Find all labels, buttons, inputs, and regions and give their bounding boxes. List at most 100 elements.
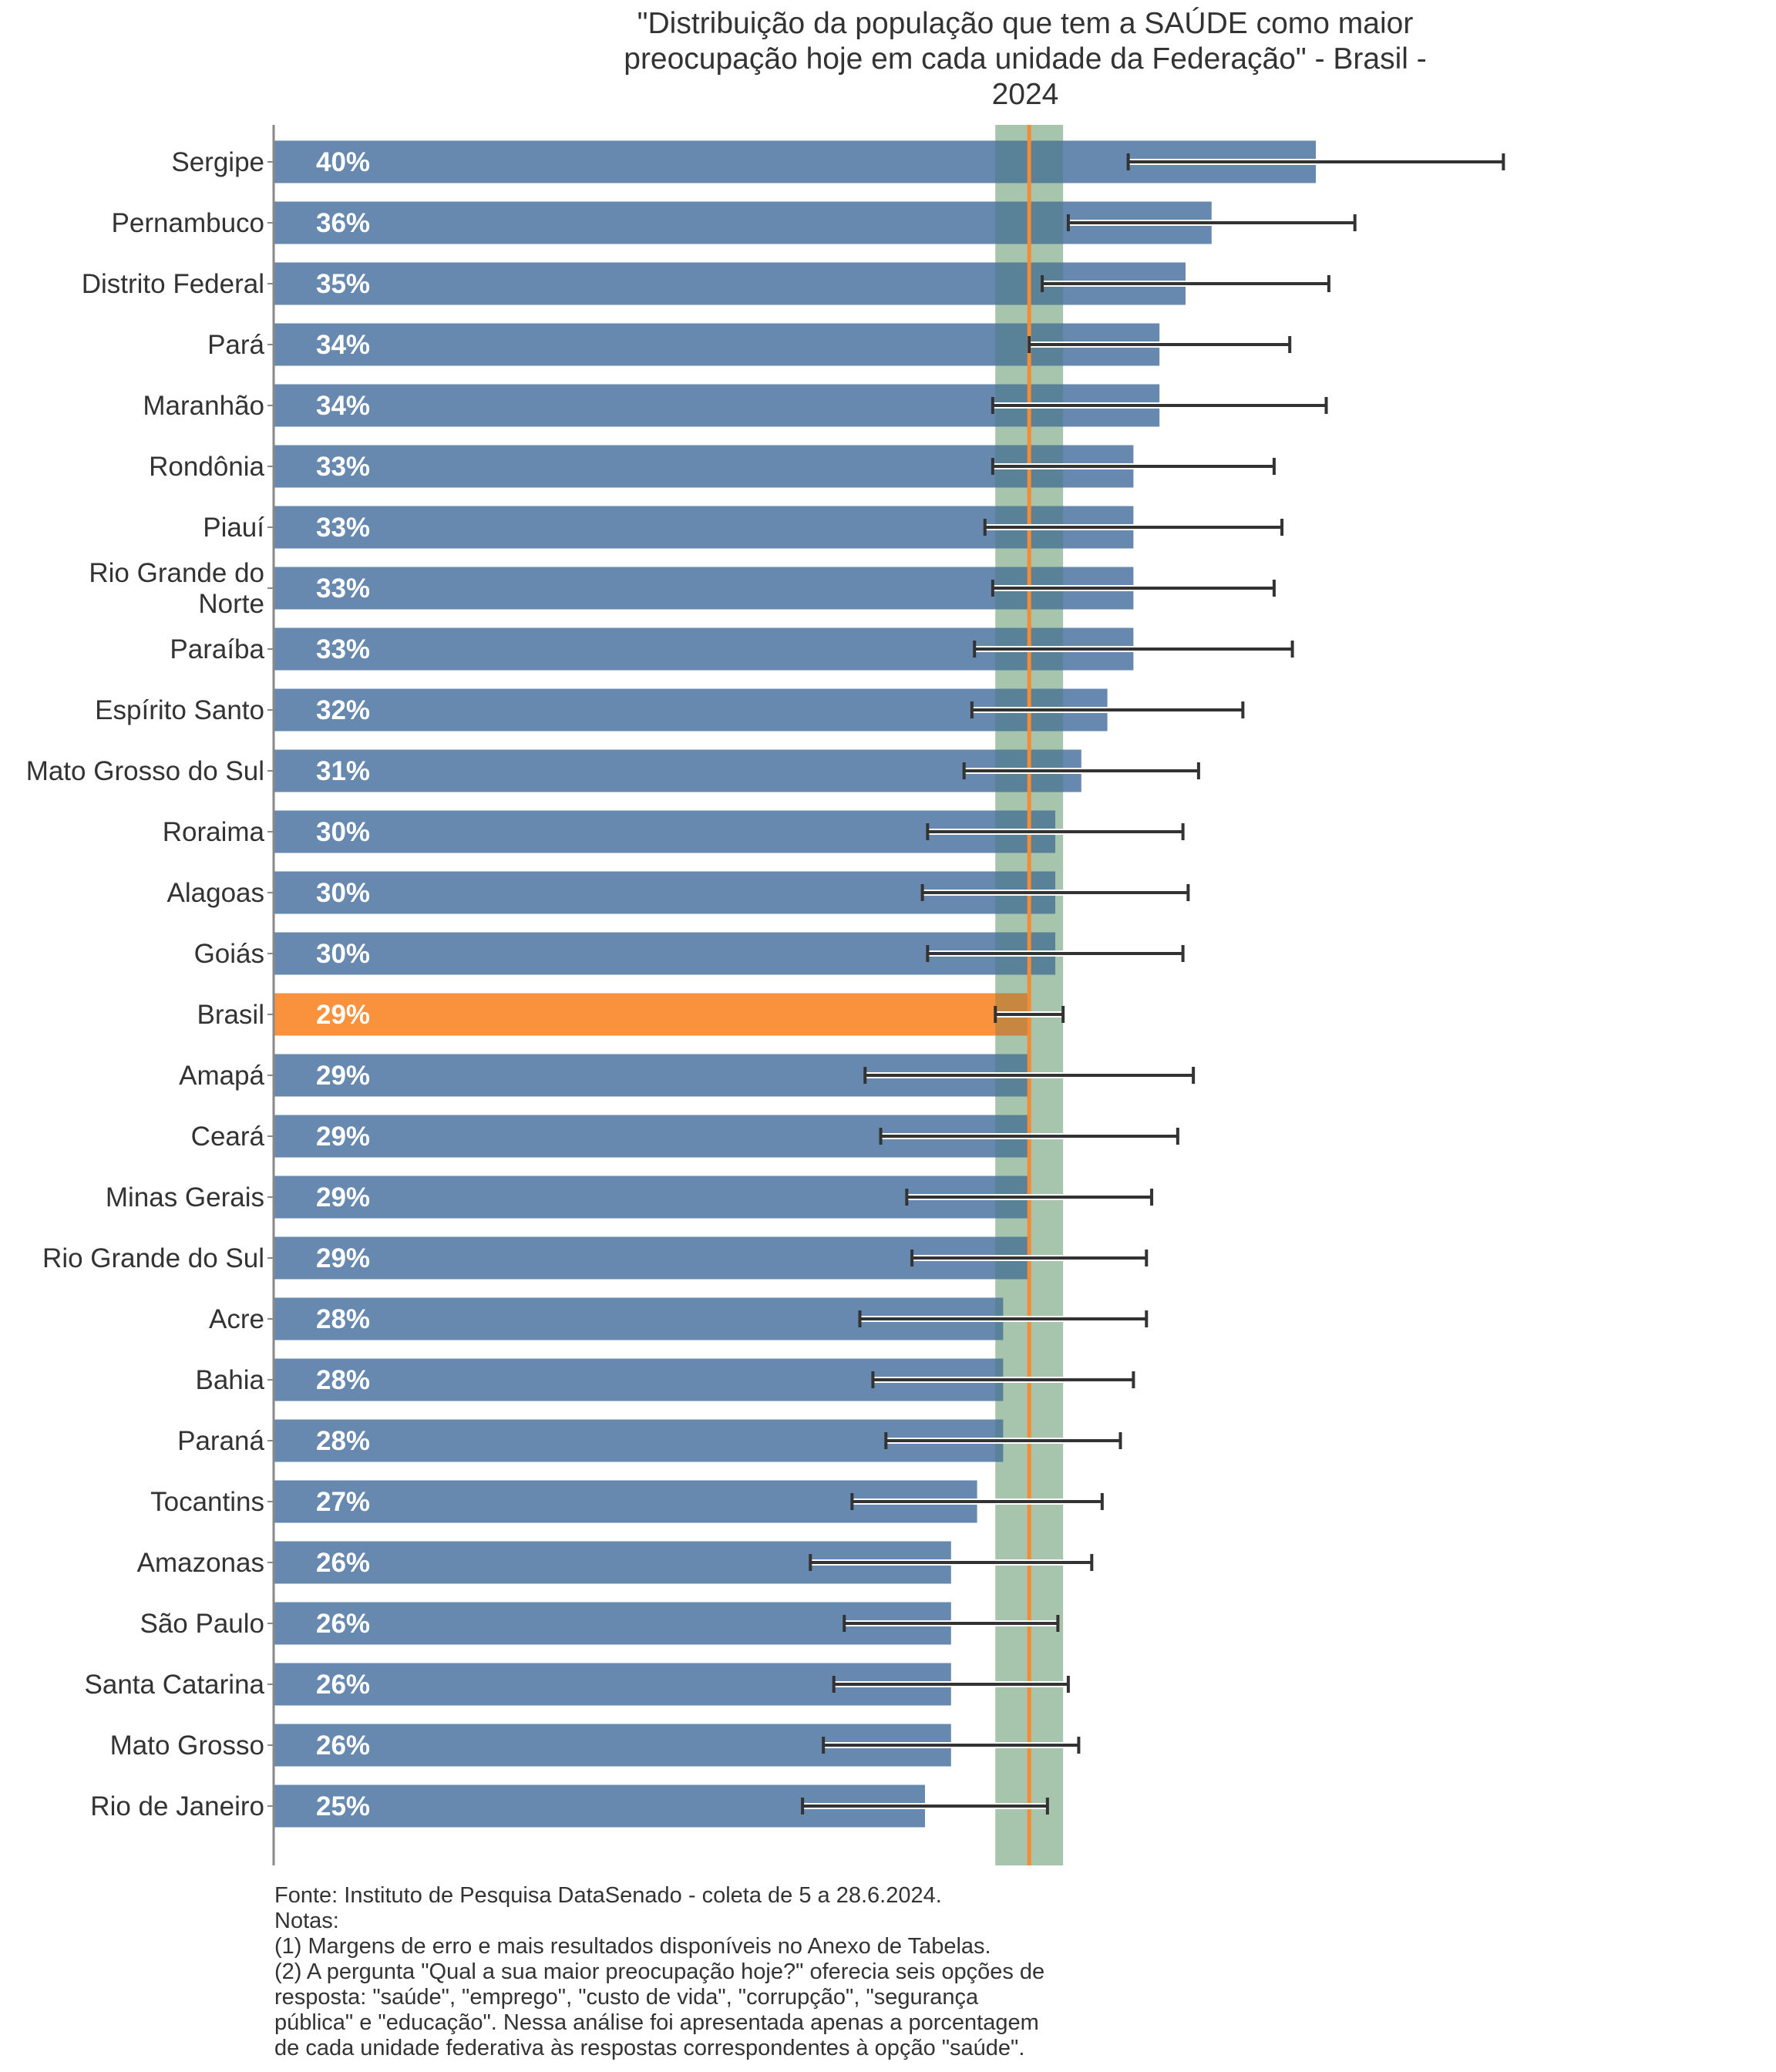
bars-layer (274, 140, 1316, 1828)
category-label: Espírito Santo (95, 695, 264, 725)
category-label-line: Tocantins (150, 1487, 264, 1517)
category-label-line: Brasil (197, 1000, 264, 1030)
value-label: 26% (316, 1731, 370, 1761)
category-label: Goiás (194, 939, 264, 969)
bar-rondônia (274, 445, 1134, 488)
category-label-line: Paraná (177, 1426, 264, 1456)
category-label-line: Rio de Janeiro (90, 1791, 264, 1821)
value-label: 33% (316, 513, 370, 543)
value-label: 33% (316, 574, 370, 604)
value-label: 36% (316, 208, 370, 238)
value-label: 35% (316, 269, 370, 299)
value-label: 29% (316, 1243, 370, 1273)
category-label-line: Amazonas (137, 1548, 264, 1578)
category-label-line: Mato Grosso do Sul (26, 756, 264, 786)
bar-são-paulo (274, 1602, 951, 1645)
category-label-line: Rio Grande do Sul (42, 1243, 264, 1273)
bar-paraná (274, 1419, 1004, 1462)
category-label: Rio Grande do Sul (42, 1243, 264, 1273)
bar-roraima (274, 810, 1055, 853)
chart-title-line: preocupação hoje em cada unidade da Fede… (624, 42, 1427, 76)
category-label: Pará (207, 330, 264, 360)
category-label: Santa Catarina (85, 1670, 265, 1700)
value-label: 29% (316, 1061, 370, 1091)
category-label: Acre (209, 1304, 264, 1334)
category-label: Alagoas (167, 878, 264, 908)
category-label-line: Santa Catarina (85, 1670, 265, 1700)
value-label: 30% (316, 939, 370, 969)
category-label-line: Minas Gerais (106, 1182, 264, 1213)
note-2-line: (2) A pergunta "Qual a sua maior preocup… (274, 1959, 1045, 1984)
chart-title-line: 2024 (991, 78, 1059, 111)
category-label-line: Piauí (203, 513, 264, 543)
category-label: Maranhão (143, 391, 264, 421)
value-label: 29% (316, 1122, 370, 1152)
category-label-line: Rondônia (149, 452, 264, 482)
category-label-line: Sergipe (171, 147, 264, 177)
note-1: (1) Margens de erro e mais resultados di… (274, 1934, 991, 1959)
category-label-line: Norte (198, 589, 264, 619)
category-label: Piauí (203, 513, 264, 543)
value-label: 26% (316, 1548, 370, 1578)
category-label: São Paulo (140, 1609, 264, 1639)
category-label-line: Amapá (179, 1061, 264, 1091)
category-label: Rondônia (149, 452, 264, 482)
value-label: 29% (316, 1182, 370, 1213)
category-label-line: Pernambuco (112, 208, 264, 238)
category-label: Paraná (177, 1426, 264, 1456)
bar-minas-gerais (274, 1176, 1030, 1219)
category-label-line: Mato Grosso (110, 1731, 264, 1761)
reference-overlay-layer (995, 125, 1064, 1865)
bar-goiás (274, 932, 1055, 975)
category-label-line: Bahia (195, 1365, 264, 1395)
value-label: 25% (316, 1791, 370, 1821)
category-label-line: Distrito Federal (82, 269, 264, 299)
category-label: Rio de Janeiro (90, 1791, 264, 1821)
value-label: 34% (316, 391, 370, 421)
bar-pernambuco (274, 201, 1212, 244)
labels-layer: 40% Sergipe 36% Pernambuco 35% Distrito Feder… (26, 147, 370, 1821)
bar-rio-grande-do-sul (274, 1236, 1030, 1280)
category-label-line: Paraíba (170, 634, 264, 664)
bar-brasil (274, 993, 1030, 1036)
chart-footer: Fonte: Instituto de Pesquisa DataSenado … (274, 1883, 1238, 2061)
bar-mato-grosso-do-sul (274, 749, 1081, 792)
y-axis-layer (267, 125, 275, 1865)
category-label-line: Pará (207, 330, 264, 360)
category-label-line: Maranhão (143, 391, 264, 421)
error-bars-layer (801, 153, 1505, 1815)
bar-pará (274, 323, 1160, 366)
category-label: Amapá (179, 1061, 264, 1091)
value-label: 33% (316, 452, 370, 482)
category-label: Rio Grande do Norte (89, 558, 264, 619)
value-label: 28% (316, 1304, 370, 1334)
value-label: 34% (316, 330, 370, 360)
note-2-line: resposta: "saúde", "emprego", "custo de … (274, 1985, 979, 2010)
value-label: 28% (316, 1365, 370, 1395)
category-label: Tocantins (150, 1487, 264, 1517)
value-label: 27% (316, 1487, 370, 1517)
category-label-line: Goiás (194, 939, 264, 969)
category-label: Roraima (163, 817, 265, 847)
value-label: 32% (316, 695, 370, 725)
category-label: Mato Grosso (110, 1731, 264, 1761)
value-label: 29% (316, 1000, 370, 1030)
value-label: 26% (316, 1609, 370, 1639)
category-label: Sergipe (171, 147, 264, 177)
category-label-line: Rio Grande do (89, 558, 264, 588)
category-label: Ceará (191, 1122, 265, 1152)
category-label-line: Alagoas (167, 878, 264, 908)
category-label: Amazonas (137, 1548, 264, 1578)
note-2-line: de cada unidade federativa às respostas … (274, 2036, 1025, 2060)
bar-espírito-santo (274, 688, 1108, 732)
category-label: Paraíba (170, 634, 264, 664)
category-label-line: Ceará (191, 1122, 265, 1152)
bar-rio-grande-do-norte (274, 567, 1134, 610)
value-label: 28% (316, 1426, 370, 1456)
note-2-line: pública" e "educação". Nessa análise foi… (274, 2010, 1039, 2035)
value-label: 40% (316, 147, 370, 177)
category-label-line: Espírito Santo (95, 695, 264, 725)
category-label: Minas Gerais (106, 1182, 264, 1213)
category-label-line: São Paulo (140, 1609, 264, 1639)
chart-title: "Distribuição da população que tem a SAÚ… (462, 6, 1588, 113)
